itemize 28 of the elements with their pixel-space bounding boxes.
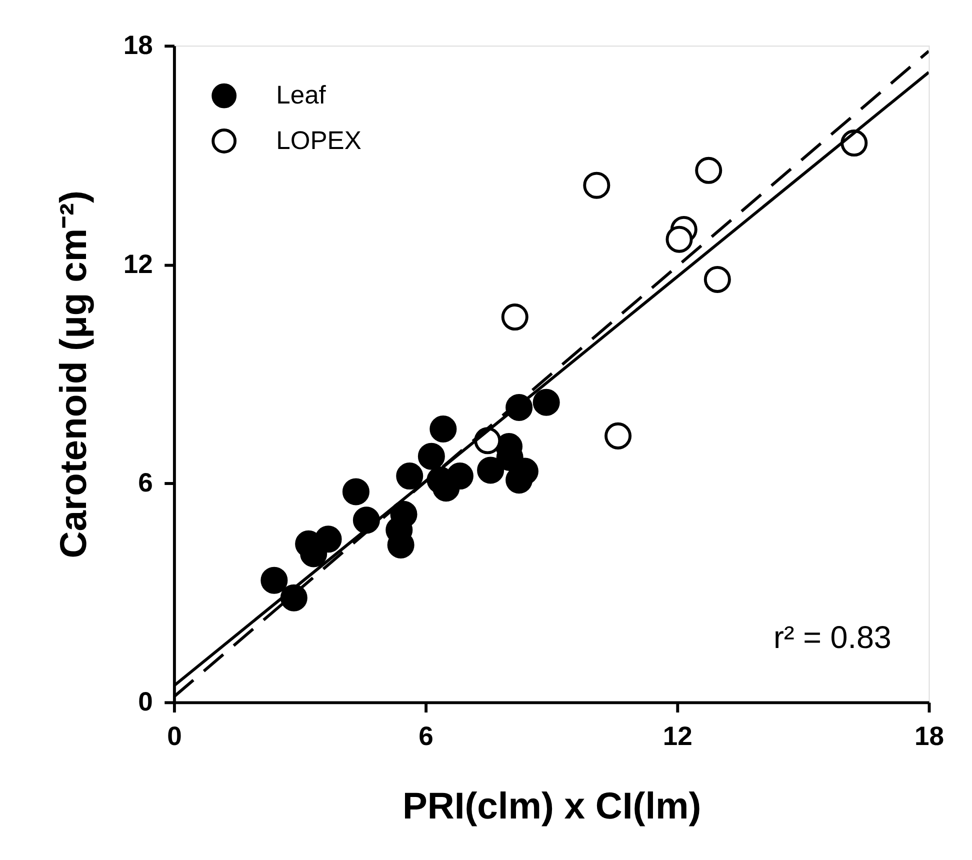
point — [704, 266, 731, 293]
x-tick-label: 18 — [914, 720, 944, 751]
point — [604, 422, 632, 450]
point — [583, 172, 610, 199]
y-tick-label: 12 — [123, 248, 153, 279]
annotation: r² = 0.83 — [773, 620, 892, 656]
y-tick-label: 18 — [123, 30, 153, 60]
y-tick-label: 6 — [138, 468, 153, 498]
point — [260, 566, 288, 594]
x-tick-label: 6 — [418, 720, 434, 751]
x-tick-label: 12 — [662, 720, 692, 751]
y-axis-title: Carotenoid (μg cm⁻²) — [52, 190, 94, 558]
x-tick-label: 0 — [167, 720, 182, 751]
legend-label: LOPEX — [276, 126, 362, 155]
x-axis-title: PRI(clm) x CI(lm) — [402, 784, 702, 827]
point — [477, 456, 504, 484]
y-tick-label: 0 — [138, 686, 153, 717]
point — [314, 526, 342, 553]
point — [342, 478, 370, 506]
legend-label: Leaf — [276, 82, 327, 110]
point — [695, 156, 722, 184]
point — [501, 304, 528, 331]
point — [418, 442, 445, 470]
point — [532, 388, 560, 416]
point — [446, 462, 474, 490]
point — [430, 416, 457, 442]
point — [666, 226, 693, 253]
point — [396, 462, 424, 490]
